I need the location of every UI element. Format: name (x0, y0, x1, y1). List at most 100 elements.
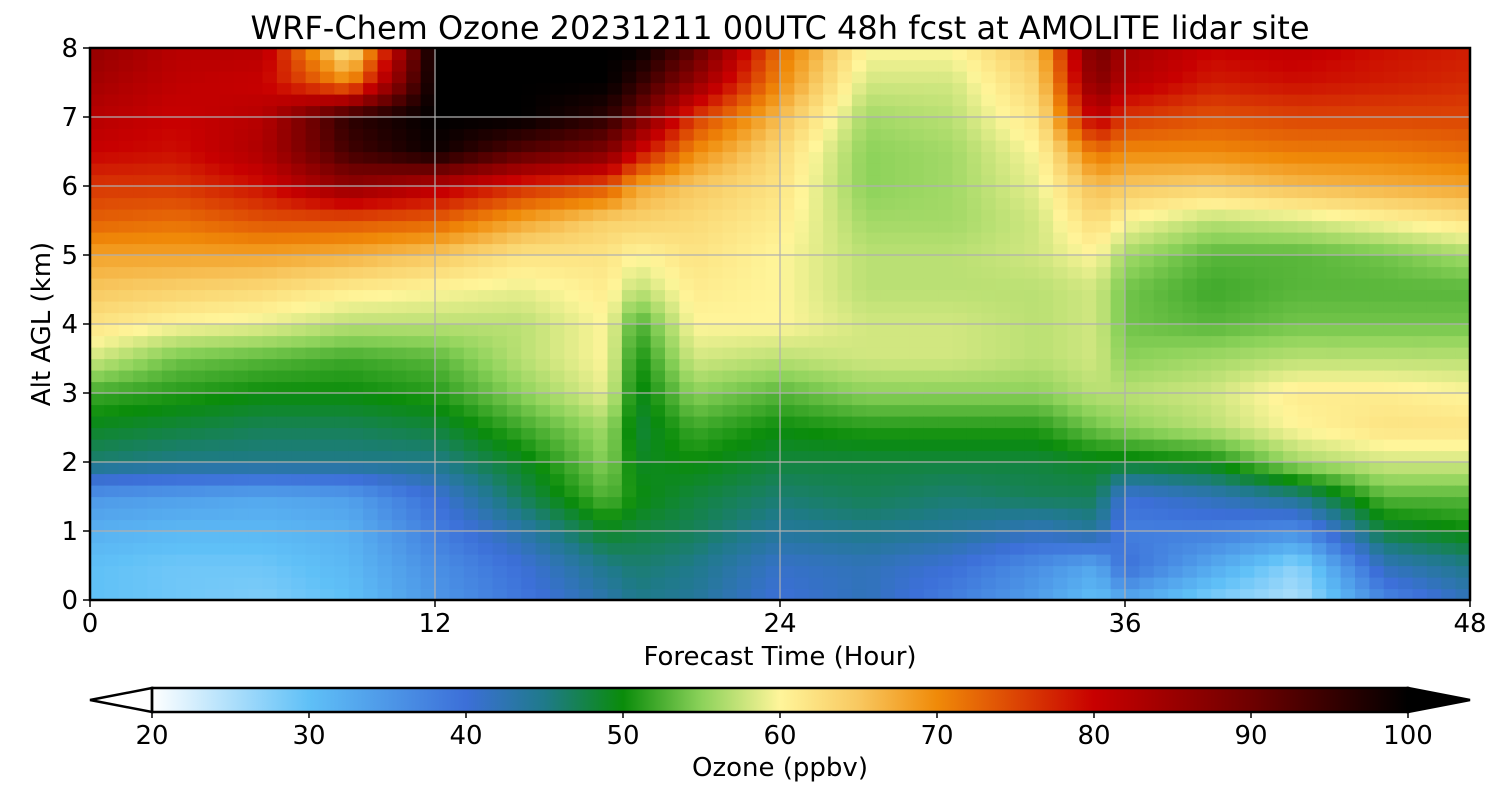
heatmap-cell (1441, 450, 1457, 463)
heatmap-cell (1010, 197, 1025, 210)
heatmap-cell (1455, 105, 1471, 118)
heatmap-cell (1225, 542, 1241, 555)
heatmap-cell (1010, 255, 1025, 268)
heatmap-cell (449, 209, 465, 222)
heatmap-cell (966, 404, 982, 417)
heatmap-cell (535, 59, 551, 72)
heatmap-cell (435, 163, 450, 176)
heatmap-cell (147, 519, 163, 532)
heatmap-cell (938, 220, 954, 233)
heatmap-cell (966, 588, 982, 601)
heatmap-cell (1168, 82, 1184, 95)
heatmap-cell (492, 565, 508, 578)
heatmap-cell (736, 243, 752, 256)
heatmap-cell (334, 519, 350, 532)
heatmap-cell (478, 163, 494, 176)
heatmap-cell (363, 508, 379, 521)
heatmap-cell (90, 427, 105, 440)
heatmap-cell (133, 105, 149, 118)
heatmap-cell (1211, 416, 1227, 429)
heatmap-cell (1340, 128, 1356, 141)
heatmap-cell (521, 347, 537, 360)
heatmap-cell (880, 220, 896, 233)
heatmap-cell (1240, 59, 1255, 72)
heatmap-cell (1326, 450, 1342, 463)
heatmap-cell (665, 531, 680, 544)
heatmap-cell (923, 542, 939, 555)
heatmap-cell (478, 427, 494, 440)
heatmap-cell (190, 416, 206, 429)
heatmap-cell (550, 370, 565, 383)
heatmap-cell (923, 255, 939, 268)
heatmap-cell (938, 186, 954, 199)
heatmap-cell (521, 301, 537, 314)
heatmap-cell (1096, 266, 1112, 279)
heatmap-cell (751, 48, 767, 61)
heatmap-cell (607, 404, 623, 417)
heatmap-cell (463, 496, 479, 509)
heatmap-cell (118, 289, 134, 302)
heatmap-cell (104, 324, 120, 337)
heatmap-cell (1053, 577, 1069, 590)
heatmap-cell (765, 358, 781, 371)
heatmap-cell (578, 358, 594, 371)
colorbar-ramp (152, 688, 1408, 712)
heatmap-cell (708, 94, 724, 107)
heatmap-cell (506, 174, 522, 187)
heatmap-cell (535, 163, 551, 176)
heatmap-cell (1340, 266, 1356, 279)
heatmap-cell (909, 542, 925, 555)
heatmap-cell (1096, 174, 1112, 187)
heatmap-cell (147, 381, 163, 394)
heatmap-cell (1355, 462, 1370, 475)
heatmap-cell (1110, 151, 1126, 164)
heatmap-cell (391, 370, 407, 383)
heatmap-cell (780, 473, 795, 486)
heatmap-cell (593, 416, 609, 429)
heatmap-cell (363, 255, 379, 268)
heatmap-cell (1355, 48, 1370, 61)
heatmap-cell (1369, 140, 1385, 153)
heatmap-cell (1053, 289, 1069, 302)
heatmap-cell (895, 71, 910, 84)
heatmap-cell (1369, 312, 1385, 325)
heatmap-cell (190, 324, 206, 337)
heatmap-cell (233, 151, 249, 164)
heatmap-cell (1398, 82, 1414, 95)
heatmap-cell (1010, 209, 1025, 222)
heatmap-cell (205, 289, 220, 302)
heatmap-cell (104, 151, 120, 164)
heatmap-cell (391, 209, 407, 222)
heatmap-cell (406, 278, 422, 291)
heatmap-cell (1340, 588, 1356, 601)
heatmap-cell (435, 508, 450, 521)
heatmap-cell (952, 577, 968, 590)
heatmap-cell (363, 48, 379, 61)
heatmap-cell (176, 485, 192, 498)
heatmap-cell (320, 358, 335, 371)
heatmap-cell (736, 462, 752, 475)
heatmap-cell (478, 473, 494, 486)
heatmap-cell (837, 186, 853, 199)
heatmap-cell (1383, 255, 1399, 268)
heatmap-cell (1311, 393, 1327, 406)
heatmap-cell (1355, 485, 1370, 498)
heatmap-cell (535, 519, 551, 532)
y-tick-label: 1 (61, 517, 78, 547)
heatmap-cell (1182, 473, 1198, 486)
heatmap-cell (1326, 347, 1342, 360)
heatmap-cell (391, 508, 407, 521)
heatmap-cell (1196, 151, 1212, 164)
heatmap-cell (780, 508, 795, 521)
heatmap-cell (1096, 531, 1112, 544)
heatmap-cell (621, 439, 637, 452)
heatmap-cell (420, 94, 436, 107)
heatmap-cell (1383, 266, 1399, 279)
heatmap-cell (90, 117, 105, 130)
heatmap-cell (1326, 163, 1342, 176)
heatmap-cell (535, 197, 551, 210)
heatmap-cell (794, 439, 810, 452)
heatmap-cell (1096, 48, 1112, 61)
heatmap-cell (880, 324, 896, 337)
heatmap-cell (880, 278, 896, 291)
